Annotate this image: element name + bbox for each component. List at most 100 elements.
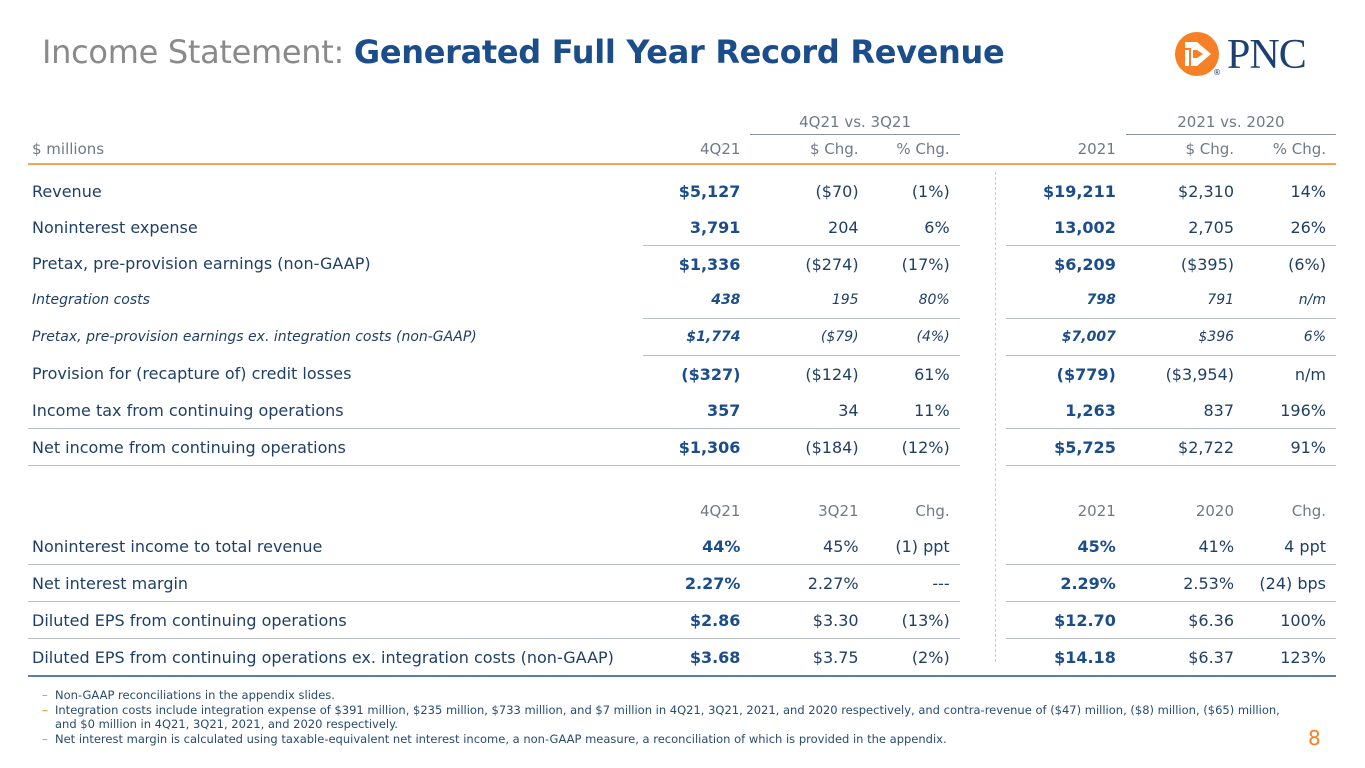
cell: ($70) xyxy=(815,181,859,201)
cell: $1,306 xyxy=(642,428,751,466)
header-4q21: 4Q21 xyxy=(700,502,741,520)
cell: 837 xyxy=(1125,392,1245,429)
cell: 41% xyxy=(1125,528,1245,565)
header-q-chg: Chg. xyxy=(915,502,950,520)
cell: (13%) xyxy=(868,601,960,639)
table-row: Noninterest expense 3,791 204 6% 13,002 … xyxy=(28,209,1336,246)
page-title: Income Statement: Generated Full Year Re… xyxy=(42,33,1005,71)
group-header-quarter: 4Q21 vs. 3Q21 xyxy=(750,110,960,135)
cell: (4%) xyxy=(868,318,960,356)
cell: $2.86 xyxy=(642,601,751,639)
table-row: Revenue $5,127 ($70) (1%) $19,211 $2,310… xyxy=(28,164,1336,209)
cell: $14.18 xyxy=(1006,638,1126,677)
cell: $7,007 xyxy=(1006,318,1126,356)
cell: 45% xyxy=(750,528,869,565)
page-number: 8 xyxy=(1308,726,1321,750)
cell: 3,791 xyxy=(642,209,751,246)
cell: $1,774 xyxy=(642,318,751,356)
table2-header-row: 4Q21 3Q21 Chg. 2021 2020 Chg. xyxy=(28,494,1336,528)
cell: 2.27% xyxy=(642,564,751,602)
title-prefix: Income Statement: xyxy=(42,33,344,71)
table-row: Net income from continuing operations $1… xyxy=(28,428,1336,466)
footnote: Integration costs include integration ex… xyxy=(42,703,1292,732)
row-label: Pretax, pre-provision earnings (non-GAAP… xyxy=(32,254,371,274)
cell: 123% xyxy=(1244,638,1336,677)
cell: 14% xyxy=(1290,181,1326,201)
cell: $2,722 xyxy=(1125,428,1245,466)
header-2021: 2021 xyxy=(1006,134,1126,165)
table-row: Pretax, pre-provision earnings ex. integ… xyxy=(28,318,1336,356)
table-row: Pretax, pre-provision earnings (non-GAAP… xyxy=(28,246,1336,283)
row-label: Net interest margin xyxy=(28,564,643,602)
header-y-dollar-chg: $ Chg. xyxy=(1125,134,1245,165)
cell: 11% xyxy=(868,392,960,429)
cell: $6.37 xyxy=(1125,638,1245,677)
cell: 91% xyxy=(1244,428,1336,466)
cell: n/m xyxy=(1244,282,1336,319)
cell: n/m xyxy=(1294,364,1326,384)
row-label: Diluted EPS from continuing operations e… xyxy=(28,638,643,677)
cell: ($779) xyxy=(1056,364,1116,384)
table-row: Diluted EPS from continuing operations $… xyxy=(28,601,1336,639)
cell: 13,002 xyxy=(1006,209,1126,246)
cell: $3.68 xyxy=(642,638,751,677)
cell: 6% xyxy=(1244,318,1336,356)
table-row: Income tax from continuing operations 35… xyxy=(28,392,1336,429)
cell: $6.36 xyxy=(1125,601,1245,639)
footnote: Non-GAAP reconciliations in the appendix… xyxy=(42,688,1292,703)
table-row: Net interest margin 2.27% 2.27% --- 2.29… xyxy=(28,564,1336,602)
cell: $396 xyxy=(1125,318,1245,356)
cell: 798 xyxy=(1006,282,1126,319)
header-3q21: 3Q21 xyxy=(818,502,859,520)
table-row: Integration costs 438 195 80% 798 791 n/… xyxy=(28,282,1336,319)
cell: $5,127 xyxy=(678,181,741,201)
cell: 80% xyxy=(868,282,960,319)
row-label: Revenue xyxy=(32,181,102,201)
cell: $3.75 xyxy=(750,638,869,677)
cell: $5,725 xyxy=(1006,428,1126,466)
cell: 45% xyxy=(1006,528,1126,565)
table-header-row: $ millions 4Q21 $ Chg. % Chg. 2021 $ Chg… xyxy=(28,134,1336,165)
row-label: Integration costs xyxy=(32,292,150,309)
cell: (12%) xyxy=(868,428,960,466)
row-label: Noninterest expense xyxy=(32,217,198,237)
row-label: Noninterest income to total revenue xyxy=(28,528,643,565)
pnc-logo: PNC ® xyxy=(1173,30,1333,78)
cell: $1,336 xyxy=(678,254,741,274)
cell: 204 xyxy=(750,209,869,246)
cell: (6%) xyxy=(1288,254,1326,274)
group-header-year: 2021 vs. 2020 xyxy=(1125,110,1336,135)
cell: 100% xyxy=(1244,601,1336,639)
cell: 357 xyxy=(642,392,751,429)
cell: (1%) xyxy=(911,181,950,201)
cell: 26% xyxy=(1244,209,1336,246)
cell: $19,211 xyxy=(1042,181,1116,201)
table-row: Diluted EPS from continuing operations e… xyxy=(28,638,1336,677)
row-label: Pretax, pre-provision earnings ex. integ… xyxy=(32,329,477,345)
header-2021: 2021 xyxy=(1077,502,1116,520)
logo-registered-mark: ® xyxy=(1213,68,1221,77)
cell: $12.70 xyxy=(1006,601,1126,639)
cell: $3.30 xyxy=(750,601,869,639)
cell: 34 xyxy=(750,392,869,429)
cell: ($327) xyxy=(681,364,741,384)
cell: 196% xyxy=(1244,392,1336,429)
header-y-pct-chg: % Chg. xyxy=(1244,134,1336,165)
cell: $6,209 xyxy=(1054,254,1116,274)
cell: 44% xyxy=(642,528,751,565)
pnc-mark-icon xyxy=(1175,32,1219,76)
cell: (2%) xyxy=(868,638,960,677)
cell: ($79) xyxy=(750,318,869,356)
cell: 2.53% xyxy=(1125,564,1245,602)
cell: ($274) xyxy=(805,254,859,274)
cell: ($184) xyxy=(750,428,869,466)
row-label: Provision for (recapture of) credit loss… xyxy=(32,364,352,384)
cell: 2,705 xyxy=(1125,209,1245,246)
row-label: Income tax from continuing operations xyxy=(28,392,643,429)
cell: (24) bps xyxy=(1244,564,1336,602)
footnote: Net interest margin is calculated using … xyxy=(42,732,1292,747)
footnotes: Non-GAAP reconciliations in the appendix… xyxy=(42,688,1292,746)
cell: 4 ppt xyxy=(1244,528,1336,565)
cell: --- xyxy=(868,564,960,602)
cell: (1) ppt xyxy=(868,528,960,565)
